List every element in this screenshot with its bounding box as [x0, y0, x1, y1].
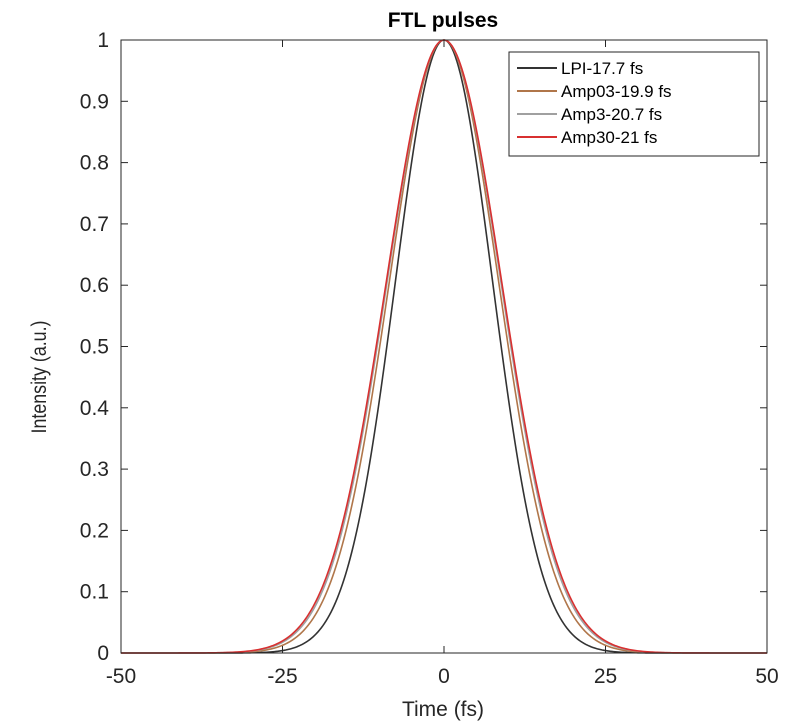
- y-tick-label: 0.5: [80, 336, 109, 359]
- y-tick-label: 0.7: [80, 213, 109, 236]
- legend-box: [508, 51, 760, 157]
- y-tick-label: 0.3: [80, 458, 109, 481]
- y-tick-label: 1: [97, 29, 109, 52]
- x-tick-label: 50: [755, 665, 778, 688]
- y-tick-label: 0.4: [80, 397, 110, 420]
- x-axis: -50 -25 0 25 50: [106, 40, 779, 688]
- y-tick-label: 0.8: [80, 152, 109, 175]
- x-axis-label: Time (fs): [402, 698, 484, 721]
- legend-entry-0: LPI-17.7 fs: [561, 59, 643, 78]
- x-tick-label: -50: [106, 665, 136, 688]
- x-tick-label: 0: [438, 665, 450, 688]
- x-tick-label: 25: [594, 665, 617, 688]
- legend-entry-1: Amp03-19.9 fs: [561, 82, 672, 101]
- x-tick-label: -25: [267, 665, 297, 688]
- y-tick-label: 0.9: [80, 90, 109, 113]
- y-tick-label: 0.6: [80, 274, 109, 297]
- legend-entry-2: Amp3-20.7 fs: [561, 105, 662, 124]
- plot-area: -50 -25 0 25 50 0 0.1 0.2 0.3 0.4 0.5 0.6 0.7 0.8 0.9…: [80, 29, 779, 688]
- chart-title: FTL pulses: [388, 9, 498, 32]
- y-tick-label: 0.2: [80, 519, 109, 542]
- y-tick-label: 0: [97, 642, 109, 665]
- y-tick-label: 0.1: [80, 581, 109, 604]
- legend-entry-3: Amp30-21 fs: [561, 128, 657, 147]
- y-axis-label: Intensity (a.u.): [28, 321, 52, 434]
- legend: LPI-17.7 fs Amp03-19.9 fs Amp3-20.7 fs Amp3…: [508, 51, 760, 157]
- y-axis: 0 0.1 0.2 0.3 0.4 0.5 0.6 0.7 0.8 0.9 1: [80, 29, 767, 665]
